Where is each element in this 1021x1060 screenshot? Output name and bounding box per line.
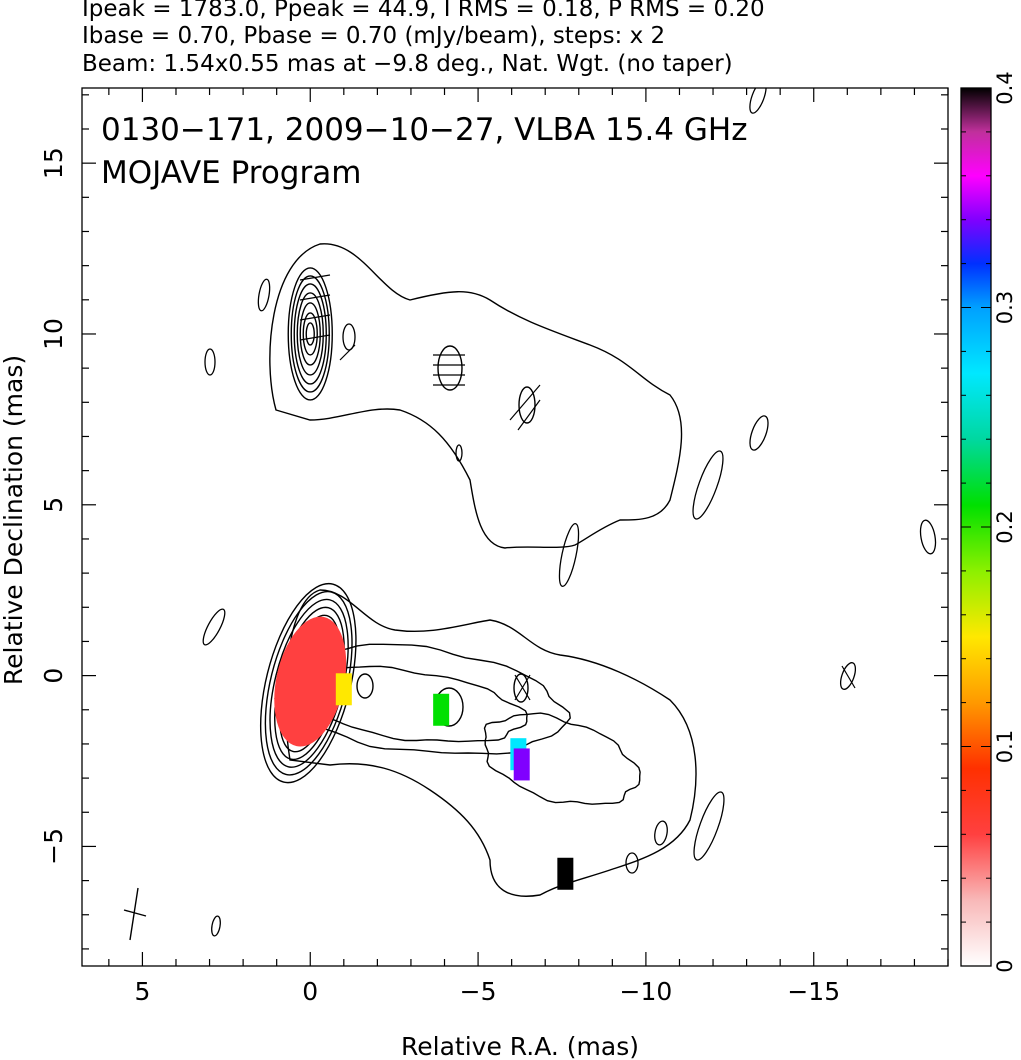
tick-layer: 5 0 −5 −10 −15 −5 0 5 10 15 xyxy=(39,88,949,1006)
knot-contour xyxy=(437,345,463,391)
noise-contour xyxy=(749,88,767,114)
polarization-patch xyxy=(557,857,574,890)
north-contour xyxy=(287,267,333,401)
colorbar-tick-label: 0.2 xyxy=(993,510,1017,543)
south-knot-envelope xyxy=(483,712,641,805)
noise-contour xyxy=(455,444,463,462)
x-axis-label: Relative R.A. (mas) xyxy=(401,1032,639,1060)
south-jet-envelope-outer xyxy=(284,589,697,897)
y-tick-label: 0 xyxy=(39,668,68,684)
noise-contour xyxy=(749,415,769,451)
noise-contour xyxy=(654,820,668,846)
polarization-patch xyxy=(513,748,530,781)
plot-subtitle: MOJAVE Program xyxy=(101,155,361,191)
colorbar-tick-label: 0.4 xyxy=(993,71,1017,104)
polarization-patch xyxy=(335,673,352,706)
contour-layer xyxy=(123,88,937,941)
evpa-stick xyxy=(299,314,331,321)
y-tick-label: 5 xyxy=(39,497,68,513)
y-tick-label: 15 xyxy=(39,147,68,179)
noise-contour xyxy=(342,323,356,351)
noise-contour xyxy=(693,791,725,861)
evpa-stick xyxy=(299,334,331,341)
noise-contour xyxy=(919,519,937,555)
y-tick-label: −5 xyxy=(39,828,68,865)
noise-contour xyxy=(211,915,221,937)
x-tick-label: 5 xyxy=(134,977,150,1006)
polarization-patch xyxy=(433,693,450,726)
x-tick-label: −10 xyxy=(620,977,673,1006)
north-contour xyxy=(293,283,327,385)
knot-contour xyxy=(513,673,529,703)
x-tick-label: −5 xyxy=(460,977,497,1006)
north-contour xyxy=(296,292,324,376)
noise-contour xyxy=(257,278,271,312)
evpa-stick xyxy=(517,399,541,431)
north-jet-envelope xyxy=(269,243,683,549)
north-contour xyxy=(299,302,321,366)
noise-contour xyxy=(839,662,857,690)
header-line-3: Beam: 1.54x0.55 mas at −9.8 deg., Nat. W… xyxy=(82,51,733,77)
plot-frame xyxy=(81,87,949,967)
noise-contour xyxy=(204,348,216,376)
evpa-stick xyxy=(841,665,856,689)
knot-contour xyxy=(356,673,374,699)
header-line-2: Ibase = 0.70, Pbase = 0.70 (mJy/beam), s… xyxy=(82,23,666,49)
noise-contour xyxy=(558,523,580,587)
colorbar-tick-label: 0.3 xyxy=(993,291,1017,324)
evpa-stick xyxy=(514,674,531,701)
evpa-stick xyxy=(509,384,541,421)
y-axis-label: Relative Declination (mas) xyxy=(0,355,28,685)
colorbar-ticks: 0 0.1 0.2 0.3 0.4 xyxy=(961,71,1017,973)
core-polarization-fill xyxy=(274,616,347,747)
colorbar-tick-label: 0 xyxy=(993,959,1017,972)
knot-contour xyxy=(518,386,536,424)
north-contour xyxy=(302,312,318,356)
beam-major-axis xyxy=(129,887,139,941)
noise-contour xyxy=(202,608,226,646)
evpa-stick xyxy=(299,294,331,301)
evpa-stick xyxy=(339,344,356,361)
evpa-stick xyxy=(299,274,331,281)
x-tick-label: 0 xyxy=(302,977,318,1006)
colorbar-tick-label: 0.1 xyxy=(993,730,1017,763)
header-line-1: Ipeak = 1783.0, Ppeak = 44.9, I RMS = 0.… xyxy=(82,0,765,22)
noise-contour xyxy=(625,852,639,874)
polarization-layer xyxy=(274,616,574,890)
north-contour xyxy=(305,322,315,346)
x-tick-label: −15 xyxy=(787,977,840,1006)
beam-minor-axis xyxy=(123,909,147,917)
north-contour xyxy=(290,275,330,393)
noise-contour xyxy=(692,450,724,520)
plot-title: 0130−171, 2009−10−27, VLBA 15.4 GHz xyxy=(101,112,747,148)
y-tick-label: 10 xyxy=(39,318,68,350)
